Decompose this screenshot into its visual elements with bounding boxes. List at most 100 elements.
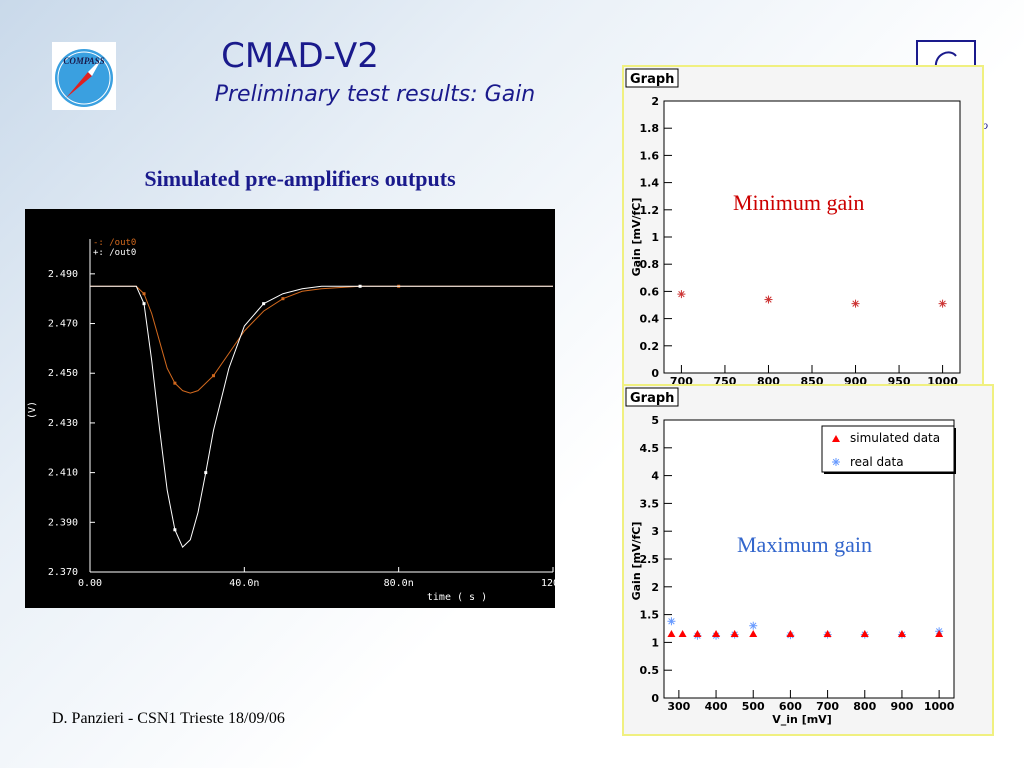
- max-gain-y-tick-label: 5: [651, 414, 659, 427]
- max-gain-sim-point: [678, 630, 687, 638]
- scope-x-tick-label: 120n: [541, 578, 555, 589]
- scope-series-2: [90, 285, 553, 549]
- max-gain-y-tick-label: 0: [651, 692, 659, 705]
- min-gain-y-tick-label: 0: [651, 367, 659, 380]
- scope-y-tick-label: 2.390: [48, 517, 78, 528]
- scope-series-2-marker: [262, 302, 266, 306]
- scope-x-tick-label: 0.00: [78, 578, 102, 589]
- scope-series-1-marker: [281, 297, 285, 301]
- max-gain-sim-point: [667, 630, 676, 638]
- min-gain-x-tick-label: 750: [713, 375, 736, 385]
- min-gain-label: Minimum gain: [733, 190, 865, 215]
- scope-x-tick-label: 80.0n: [384, 578, 414, 589]
- min-gain-y-tick-label: 1.2: [640, 204, 660, 217]
- min-gain-point: [764, 295, 773, 304]
- max-gain-sim-point: [823, 630, 832, 638]
- star-stroke: [765, 296, 772, 303]
- max-gain-y-tick-label: 0.5: [640, 664, 660, 677]
- star-stroke: [750, 622, 757, 629]
- min-gain-x-tick-label: 850: [801, 375, 824, 385]
- min-gain-frame: [663, 100, 961, 374]
- min-gain-x-tick-label: 700: [670, 375, 693, 385]
- min-gain-y-tick-label: 1.6: [640, 149, 660, 162]
- max-gain-label: Maximum gain: [737, 532, 873, 557]
- max-gain-y-tick-label: 3.5: [640, 497, 660, 510]
- scope-y-tick-label: 2.430: [48, 418, 78, 429]
- scope-y-tick-label: 2.370: [48, 567, 78, 578]
- scope-legend-2: +: /out0: [93, 248, 136, 258]
- max-gain-y-label: Gain [mV/fC]: [630, 522, 643, 601]
- max-gain-y-tick-label: 2: [651, 581, 659, 594]
- simulation-plot: 2.490 2.470 2.450 2.430 2.410 2.390 2.370 0.00 4…: [25, 209, 555, 608]
- min-gain-panel: Graph 0 0.2 0.4 0.6 0.8 1 1.2 1.4 1.6 1.8 2 700 750 80…: [622, 65, 984, 387]
- star-stroke: [832, 458, 840, 466]
- max-gain-legend-real: real data: [850, 455, 904, 469]
- min-gain-x-tick-label: 900: [844, 375, 867, 385]
- section-heading: Simulated pre-amplifiers outputs: [144, 166, 456, 191]
- max-gain-sim-point: [786, 630, 795, 638]
- min-gain-y-tick-label: 0.4: [640, 313, 660, 326]
- scope-series-1: [90, 285, 553, 394]
- footer-text: D. Panzieri - CSN1 Trieste 18/09/06: [52, 710, 285, 727]
- max-gain-x-tick-label: 800: [853, 700, 876, 713]
- scope-x-label: time ( s ): [427, 592, 487, 603]
- max-gain-x-tick-label: 900: [890, 700, 913, 713]
- max-gain-sim-point: [693, 630, 702, 638]
- max-gain-sim-point: [860, 630, 869, 638]
- scope-series-2-marker: [358, 284, 362, 288]
- scope-series-2-marker: [204, 471, 208, 475]
- scope-y-tick-label: 2.410: [48, 468, 78, 479]
- max-gain-x-tick-label: 300: [667, 700, 690, 713]
- min-gain-y-tick-label: 0.8: [640, 258, 660, 271]
- scope-series-2-marker: [142, 302, 146, 306]
- min-gain-y-label: Gain [mV/fC]: [630, 198, 643, 277]
- min-gain-point: [677, 290, 686, 299]
- max-gain-legend-star: [832, 458, 840, 466]
- max-gain-y-tick-label: 4: [651, 470, 659, 483]
- min-gain-x-tick-label: 1000: [927, 375, 958, 385]
- max-gain-x-tick-label: 700: [816, 700, 839, 713]
- scope-series-1-marker: [211, 374, 215, 378]
- star-stroke: [939, 300, 946, 307]
- max-gain-sim-point: [730, 630, 739, 638]
- max-gain-sim-point: [897, 630, 906, 638]
- max-gain-real-point: [667, 617, 676, 626]
- max-gain-legend-triangle: [832, 435, 840, 442]
- scope-series-2-marker: [173, 528, 177, 532]
- max-gain-title-box: [625, 387, 679, 407]
- max-gain-y-tick-label: 3: [651, 525, 659, 538]
- max-gain-y-tick-label: 4.5: [640, 442, 660, 455]
- min-gain-y-tick-label: 0.2: [640, 340, 660, 353]
- compass-logo: COMPASS: [52, 42, 116, 110]
- min-gain-title: Graph: [630, 72, 674, 87]
- scope-series-1-marker: [173, 381, 177, 385]
- min-gain-point: [851, 299, 860, 308]
- max-gain-x-tick-label: 1000: [924, 700, 955, 713]
- scope-x-tick-label: 40.0n: [229, 578, 259, 589]
- max-gain-sim-point: [935, 630, 944, 638]
- scope-y-tick-label: 2.470: [48, 319, 78, 330]
- max-gain-x-tick-label: 400: [705, 700, 728, 713]
- slide-title: CMAD-V2: [221, 36, 379, 76]
- max-gain-x-label: V_in [mV]: [772, 713, 831, 726]
- max-gain-title: Graph: [630, 391, 674, 406]
- min-gain-y-tick-label: 1.4: [640, 177, 660, 190]
- min-gain-x-tick-label: 950: [888, 375, 911, 385]
- scope-y-label: (V): [27, 401, 38, 419]
- min-gain-point: [938, 299, 947, 308]
- max-gain-x-tick-label: 500: [742, 700, 765, 713]
- min-gain-x-tick-label: 800: [757, 375, 780, 385]
- min-gain-y-tick-label: 1.8: [640, 122, 660, 135]
- scope-y-tick-label: 2.450: [48, 368, 78, 379]
- min-gain-y-tick-label: 0.6: [640, 285, 660, 298]
- max-gain-sim-point: [712, 630, 721, 638]
- max-gain-real-point: [749, 621, 758, 630]
- annotation-1: 1 mV/fC: [207, 528, 285, 553]
- star-stroke: [852, 300, 859, 307]
- min-gain-y-tick-label: 1: [651, 231, 659, 244]
- max-gain-y-tick-label: 1.5: [640, 609, 660, 622]
- max-gain-y-tick-label: 2.5: [640, 553, 660, 566]
- max-gain-x-tick-label: 600: [779, 700, 802, 713]
- star-stroke: [668, 618, 675, 625]
